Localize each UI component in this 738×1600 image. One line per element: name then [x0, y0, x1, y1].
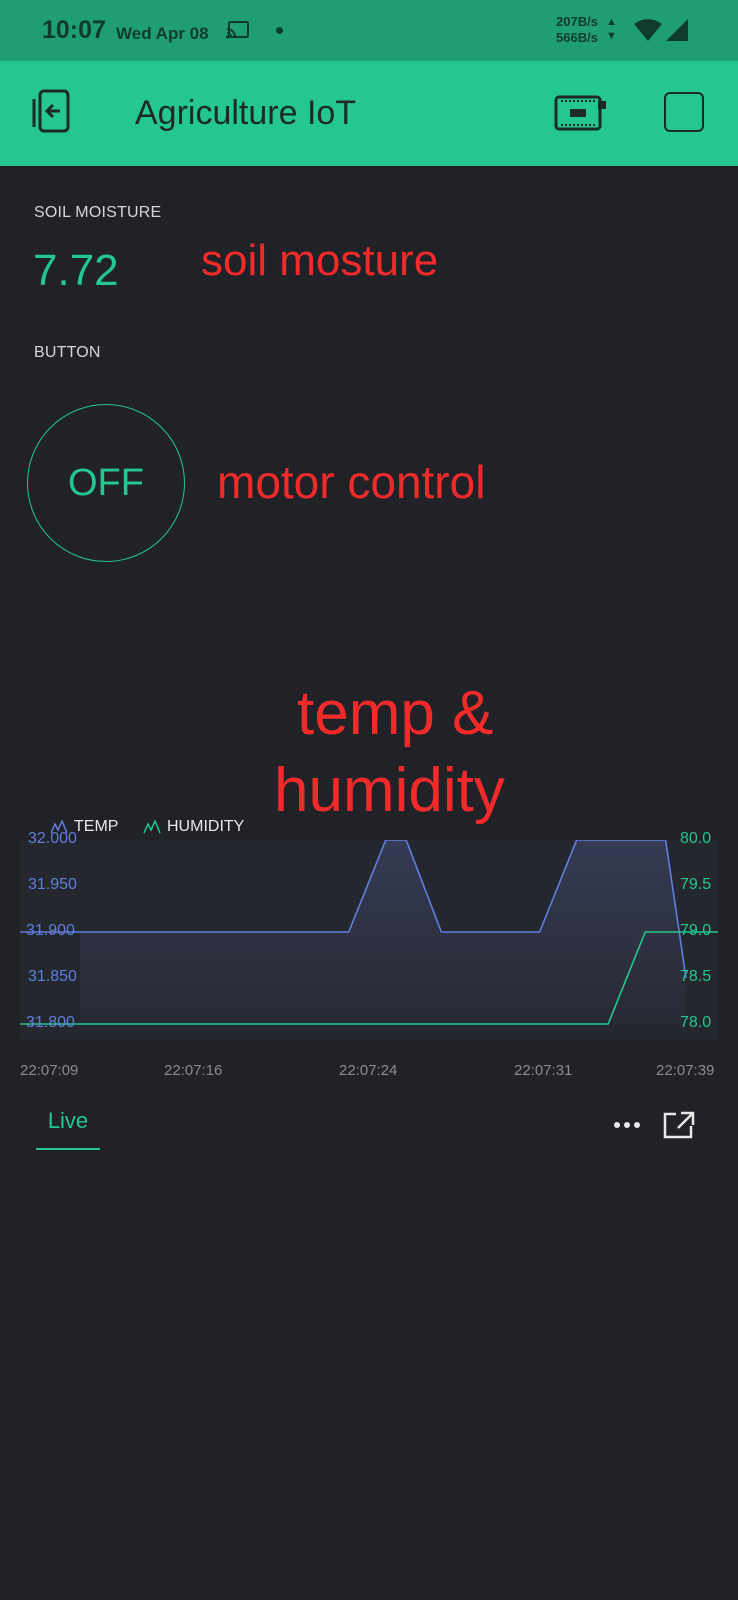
temp-area [80, 840, 686, 1024]
humidity-line-icon [143, 820, 161, 834]
y-left-tick: 31.850 [28, 968, 77, 985]
y-left-tick: 32.000 [28, 830, 77, 847]
status-bar: 10:07 Wed Apr 08 207B/s 566B/s ▲ ▼ [0, 0, 738, 61]
motor-toggle-button[interactable]: OFF [27, 404, 185, 562]
chart-annotation-line1: temp & [297, 679, 494, 748]
x-tick: 22:07:39 [656, 1062, 715, 1079]
soil-annotation: soil mosture [201, 236, 439, 285]
series-line-temp [80, 840, 687, 979]
status-date: Wed Apr 08 [116, 24, 209, 43]
motor-toggle-state: OFF [68, 461, 144, 504]
temp-line-icon [50, 820, 68, 834]
more-dots-icon[interactable] [610, 1110, 644, 1140]
expand-icon[interactable] [662, 1110, 696, 1140]
x-tick: 22:07:31 [514, 1062, 573, 1079]
button-label: BUTTON [34, 344, 101, 361]
chart-plot [20, 840, 718, 1040]
y-left-tick: 31.800 [26, 1014, 75, 1031]
y-right-tick: 80.0 [680, 830, 712, 847]
y-right-tick: 79.0 [680, 922, 712, 939]
signal-icon [666, 19, 688, 41]
soil-moisture-label: SOIL MOISTURE [34, 204, 162, 221]
y-left-tick: 31.950 [28, 876, 77, 893]
app-bar: Agriculture IoT [0, 61, 738, 166]
speed-up: 207B/s [556, 14, 598, 29]
tab-live[interactable]: Live [36, 1108, 100, 1150]
tab-live-label: Live [47, 1108, 89, 1133]
chart-annotation-line2: humidity [274, 756, 505, 825]
app-title: Agriculture IoT [135, 94, 357, 132]
device-board-icon[interactable] [554, 91, 610, 135]
back-exit-icon[interactable] [28, 87, 78, 139]
speed-down: 566B/s [556, 30, 598, 45]
legend-humidity-label: HUMIDITY [167, 818, 245, 835]
network-speed: 207B/s 566B/s [556, 14, 598, 46]
stop-square-icon[interactable] [664, 92, 704, 132]
cast-icon [226, 21, 249, 39]
y-left-tick: 31.900 [26, 922, 75, 939]
data-arrows-icon: ▲ ▼ [606, 16, 617, 42]
series-line-humidity [80, 931, 686, 1025]
legend-humidity[interactable]: HUMIDITY [143, 818, 244, 836]
legend-temp-label: TEMP [74, 818, 119, 835]
y-right-tick: 78.0 [680, 1014, 712, 1031]
y-right-tick: 78.5 [680, 968, 712, 985]
y-right-tick: 79.5 [680, 876, 712, 893]
wifi-icon [634, 19, 662, 41]
x-tick: 22:07:16 [164, 1062, 223, 1079]
status-time: 10:07 [42, 16, 106, 44]
x-tick: 22:07:09 [20, 1062, 79, 1079]
soil-moisture-value: 7.72 [33, 246, 119, 295]
x-tick: 22:07:24 [339, 1062, 398, 1079]
superchart[interactable]: 32.000 31.950 31.900 31.850 31.800 80.0 79.5 7… [0, 830, 738, 1079]
motor-annotation: motor control [217, 456, 486, 508]
notification-dot-icon [276, 27, 283, 34]
legend-temp[interactable]: TEMP [50, 818, 118, 836]
